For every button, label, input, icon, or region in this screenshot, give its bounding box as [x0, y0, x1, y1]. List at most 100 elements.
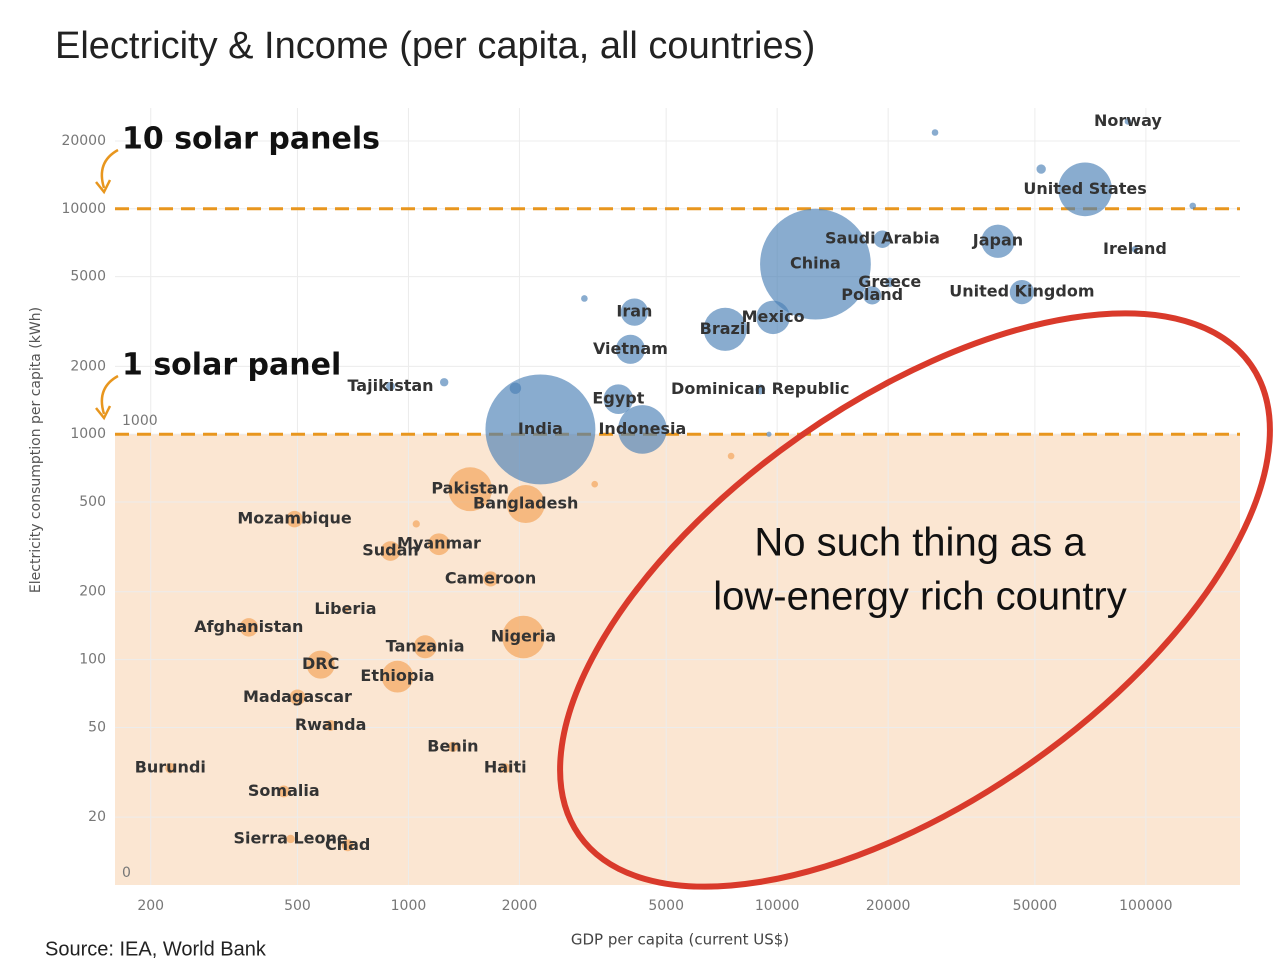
y-tick-label: 20000	[61, 133, 106, 149]
bubble	[756, 300, 790, 335]
bubble	[1009, 279, 1034, 305]
claim-text: low-energy rich country	[713, 575, 1127, 619]
country-label: Greece	[858, 272, 921, 291]
x-tick-label: 10000	[755, 898, 800, 914]
bubble	[386, 381, 395, 391]
bubble	[1131, 246, 1139, 253]
x-tick-label: 5000	[648, 898, 684, 914]
bubble	[603, 384, 634, 414]
country-label: Madagascar	[243, 687, 352, 706]
country-label: Benin	[427, 736, 478, 755]
country-label: Tanzania	[386, 636, 465, 655]
bubble	[380, 541, 401, 561]
country-label: Mexico	[742, 307, 805, 326]
country-label: Bangladesh	[473, 494, 578, 513]
y-tick-label: 500	[79, 494, 106, 510]
bubble	[325, 720, 336, 731]
x-tick-label: 500	[284, 898, 311, 914]
bubble	[755, 384, 766, 395]
bubble	[412, 520, 420, 528]
bubble	[760, 208, 871, 320]
bubble	[381, 660, 414, 693]
country-label: Pakistan	[431, 479, 509, 498]
bubble	[277, 785, 290, 798]
bubble	[483, 571, 499, 587]
x-tick-label: 200	[137, 898, 164, 914]
annotation: 10 solar panels	[122, 122, 380, 157]
plot-area: 200 500 1000 2000 5000 10000 20000 50000 1000002…	[61, 108, 1240, 914]
chart-title: Electricity & Income (per capita, all co…	[55, 25, 815, 67]
bubble	[289, 689, 306, 706]
bubble	[500, 763, 511, 774]
country-label: Tajikistan	[347, 376, 433, 395]
country-label: DRC	[302, 654, 339, 673]
bubble	[506, 485, 545, 524]
x-axis-label: GDP per capita (current US$)	[571, 931, 789, 949]
bubble	[1058, 162, 1112, 217]
country-label: Chad	[325, 835, 370, 854]
x-tick-label: 100000	[1119, 898, 1172, 914]
country-label: Liberia	[314, 599, 376, 618]
country-label: Brazil	[700, 319, 751, 338]
arrow-head	[95, 405, 112, 421]
country-label: United Kingdom	[949, 282, 1094, 301]
country-label: Myanmar	[397, 534, 481, 553]
country-label: Somalia	[248, 781, 320, 800]
arrow-head	[95, 179, 112, 195]
annotation: 1 solar panel	[122, 348, 341, 383]
highlight-ellipse	[557, 310, 1273, 890]
country-label: Haiti	[484, 758, 527, 777]
bubble	[618, 405, 667, 454]
country-label: Japan	[972, 231, 1023, 250]
y-tick-label: 100	[79, 652, 106, 668]
y-tick-label: 20	[88, 809, 106, 825]
x-tick-label: 50000	[1013, 898, 1058, 914]
x-tick-label: 1000	[391, 898, 427, 914]
bubble	[1189, 202, 1197, 210]
bubble	[591, 480, 599, 488]
country-label: Mozambique	[237, 509, 351, 528]
bubble	[341, 839, 354, 852]
country-label: China	[790, 254, 841, 273]
bubble	[413, 635, 437, 659]
country-label: Iran	[616, 302, 652, 321]
arrow	[100, 148, 119, 189]
bubble	[885, 277, 895, 287]
bubble	[286, 510, 303, 528]
country-label: Vietnam	[593, 339, 668, 358]
bubble	[306, 650, 335, 679]
source: Source: IEA, World Bank	[45, 938, 267, 960]
bubble	[502, 615, 545, 659]
bubble	[286, 834, 295, 844]
country-label: Rwanda	[295, 715, 367, 734]
bubble	[439, 378, 449, 387]
y-tick-label: 1000	[70, 426, 106, 442]
bubble	[239, 618, 259, 637]
bubble	[931, 129, 939, 136]
bubble	[448, 467, 493, 512]
country-label: United States	[1023, 179, 1146, 198]
y-tick-label: 50	[88, 719, 106, 735]
bubble	[485, 374, 596, 485]
country-label: Cameroon	[445, 568, 536, 587]
country-label: Nigeria	[491, 626, 556, 645]
y-axis-label: Electricity consumption per capita (kWh)	[28, 307, 44, 593]
bubble	[727, 452, 735, 460]
band-label: 1000	[122, 413, 158, 429]
country-label: Dominican Republic	[671, 379, 849, 398]
bubble	[165, 762, 176, 774]
country-label: Ethiopia	[360, 666, 434, 685]
zero-label: 0	[122, 865, 131, 881]
country-label: Afghanistan	[194, 617, 303, 636]
x-tick-label: 2000	[502, 898, 538, 914]
country-label: Egypt	[592, 389, 644, 408]
arrow	[100, 374, 119, 415]
country-label: Ireland	[1103, 239, 1167, 258]
y-tick-label: 5000	[70, 269, 106, 285]
bubble	[1124, 118, 1132, 125]
bubble	[766, 431, 772, 437]
y-tick-label: 2000	[70, 358, 106, 374]
country-label: Sudan	[362, 541, 419, 560]
country-label: Indonesia	[598, 419, 686, 438]
